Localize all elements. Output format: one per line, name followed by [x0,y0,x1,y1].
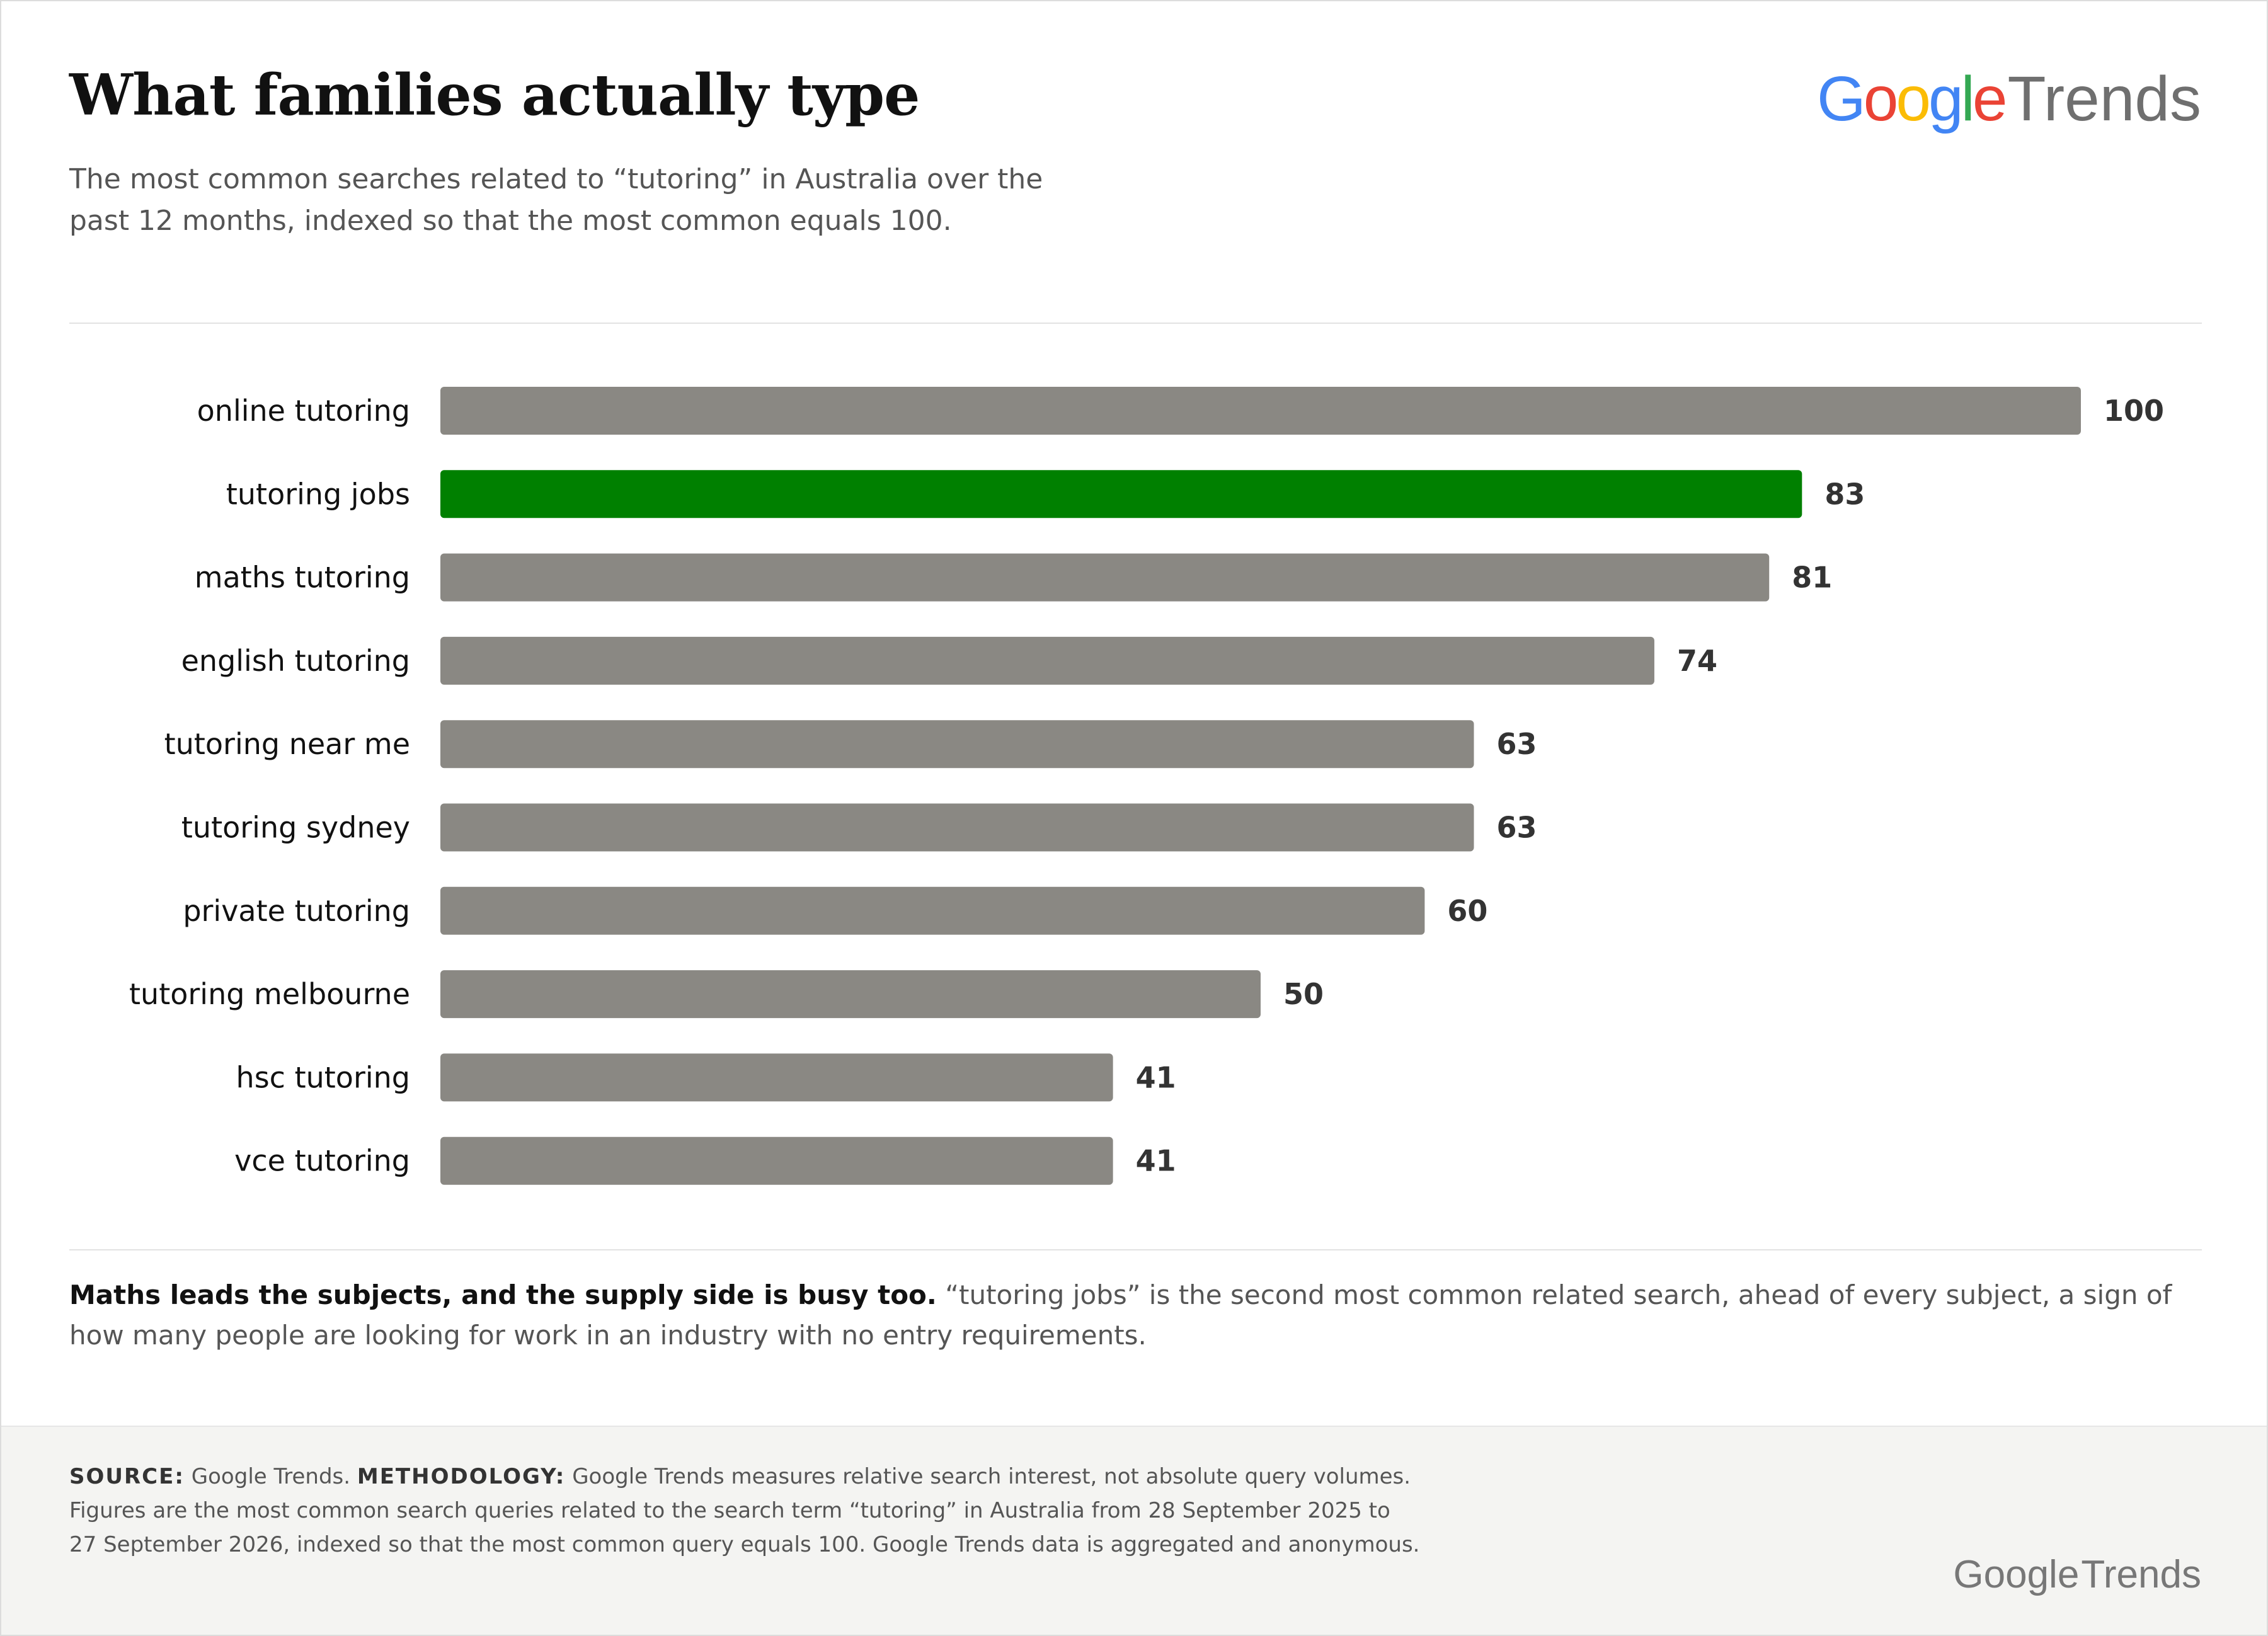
bar [440,803,1474,852]
bar-chart: online tutoring 100 tutoring jobs 83 maths t… [129,387,2164,1185]
value-label: 100 [2104,394,2164,428]
category-label: online tutoring [197,394,410,428]
google-wordmark-letter: l [1961,64,1975,134]
category-label: tutoring near me [164,727,410,761]
source-label: SOURCE: [69,1464,185,1489]
bar [440,387,2081,435]
chart-subtitle: The most common searches related to “tut… [69,163,1043,237]
google-wordmark-letter: G [1816,64,1866,134]
bar [440,886,1425,935]
value-label: 41 [1136,1060,1176,1094]
bar [440,553,1770,602]
chart-title: What families actually type [69,62,920,129]
category-label: hsc tutoring [236,1060,410,1094]
value-label: 63 [1497,727,1537,761]
value-label: 60 [1447,894,1487,928]
google-wordmark-letter: e [1972,64,2008,134]
key-finding-body: “tutoring jobs” is the second most commo… [69,1279,2172,1351]
category-label: private tutoring [183,894,410,928]
bar [440,720,1474,769]
bar [440,636,1654,685]
chart-divider [69,1249,2202,1250]
google-wordmark-letter: o [1863,64,1899,134]
methodology-note: SOURCE: Google Trends. METHODOLOGY: Goog… [69,1460,1424,1562]
value-label: 50 [1283,977,1324,1011]
source-text: Google Trends. [191,1464,351,1489]
google-wordmark: Google [1816,64,2008,134]
key-finding: Maths leads the subjects, and the supply… [69,1275,2205,1356]
header-divider [69,323,2202,324]
google-wordmark-letter: g [1928,64,1964,134]
category-label: tutoring melbourne [129,977,410,1011]
category-label: english tutoring [181,644,410,678]
trends-wordmark: Trends [2007,64,2201,134]
footer: SOURCE: Google Trends. METHODOLOGY: Goog… [1,1426,2267,1635]
key-finding-lead: Maths leads the subjects, and the supply… [69,1279,937,1310]
category-label: tutoring sydney [181,811,410,845]
bar [440,1136,1113,1185]
methodology-label: METHODOLOGY: [357,1464,566,1489]
footer-trends-wordmark: Trends [2081,1553,2201,1596]
methodology-text: Google Trends measures relative search i… [69,1464,1420,1557]
google-trends-logo: GoogleTrends [1817,64,2201,134]
value-label: 74 [1677,644,1717,678]
bar [440,970,1261,1019]
category-label: vce tutoring [234,1144,410,1178]
bar [440,1053,1113,1102]
footer-google-wordmark: Google [1953,1553,2080,1596]
value-label: 41 [1136,1144,1176,1178]
footer-google-trends-logo: GoogleTrends [1953,1553,2201,1597]
google-wordmark-letter: o [1896,64,1931,134]
value-label: 63 [1497,811,1537,845]
value-label: 83 [1824,477,1865,511]
bar-highlighted [440,470,1802,518]
value-label: 81 [1792,561,1832,595]
category-label: tutoring jobs [226,477,410,511]
category-label: maths tutoring [195,561,410,595]
